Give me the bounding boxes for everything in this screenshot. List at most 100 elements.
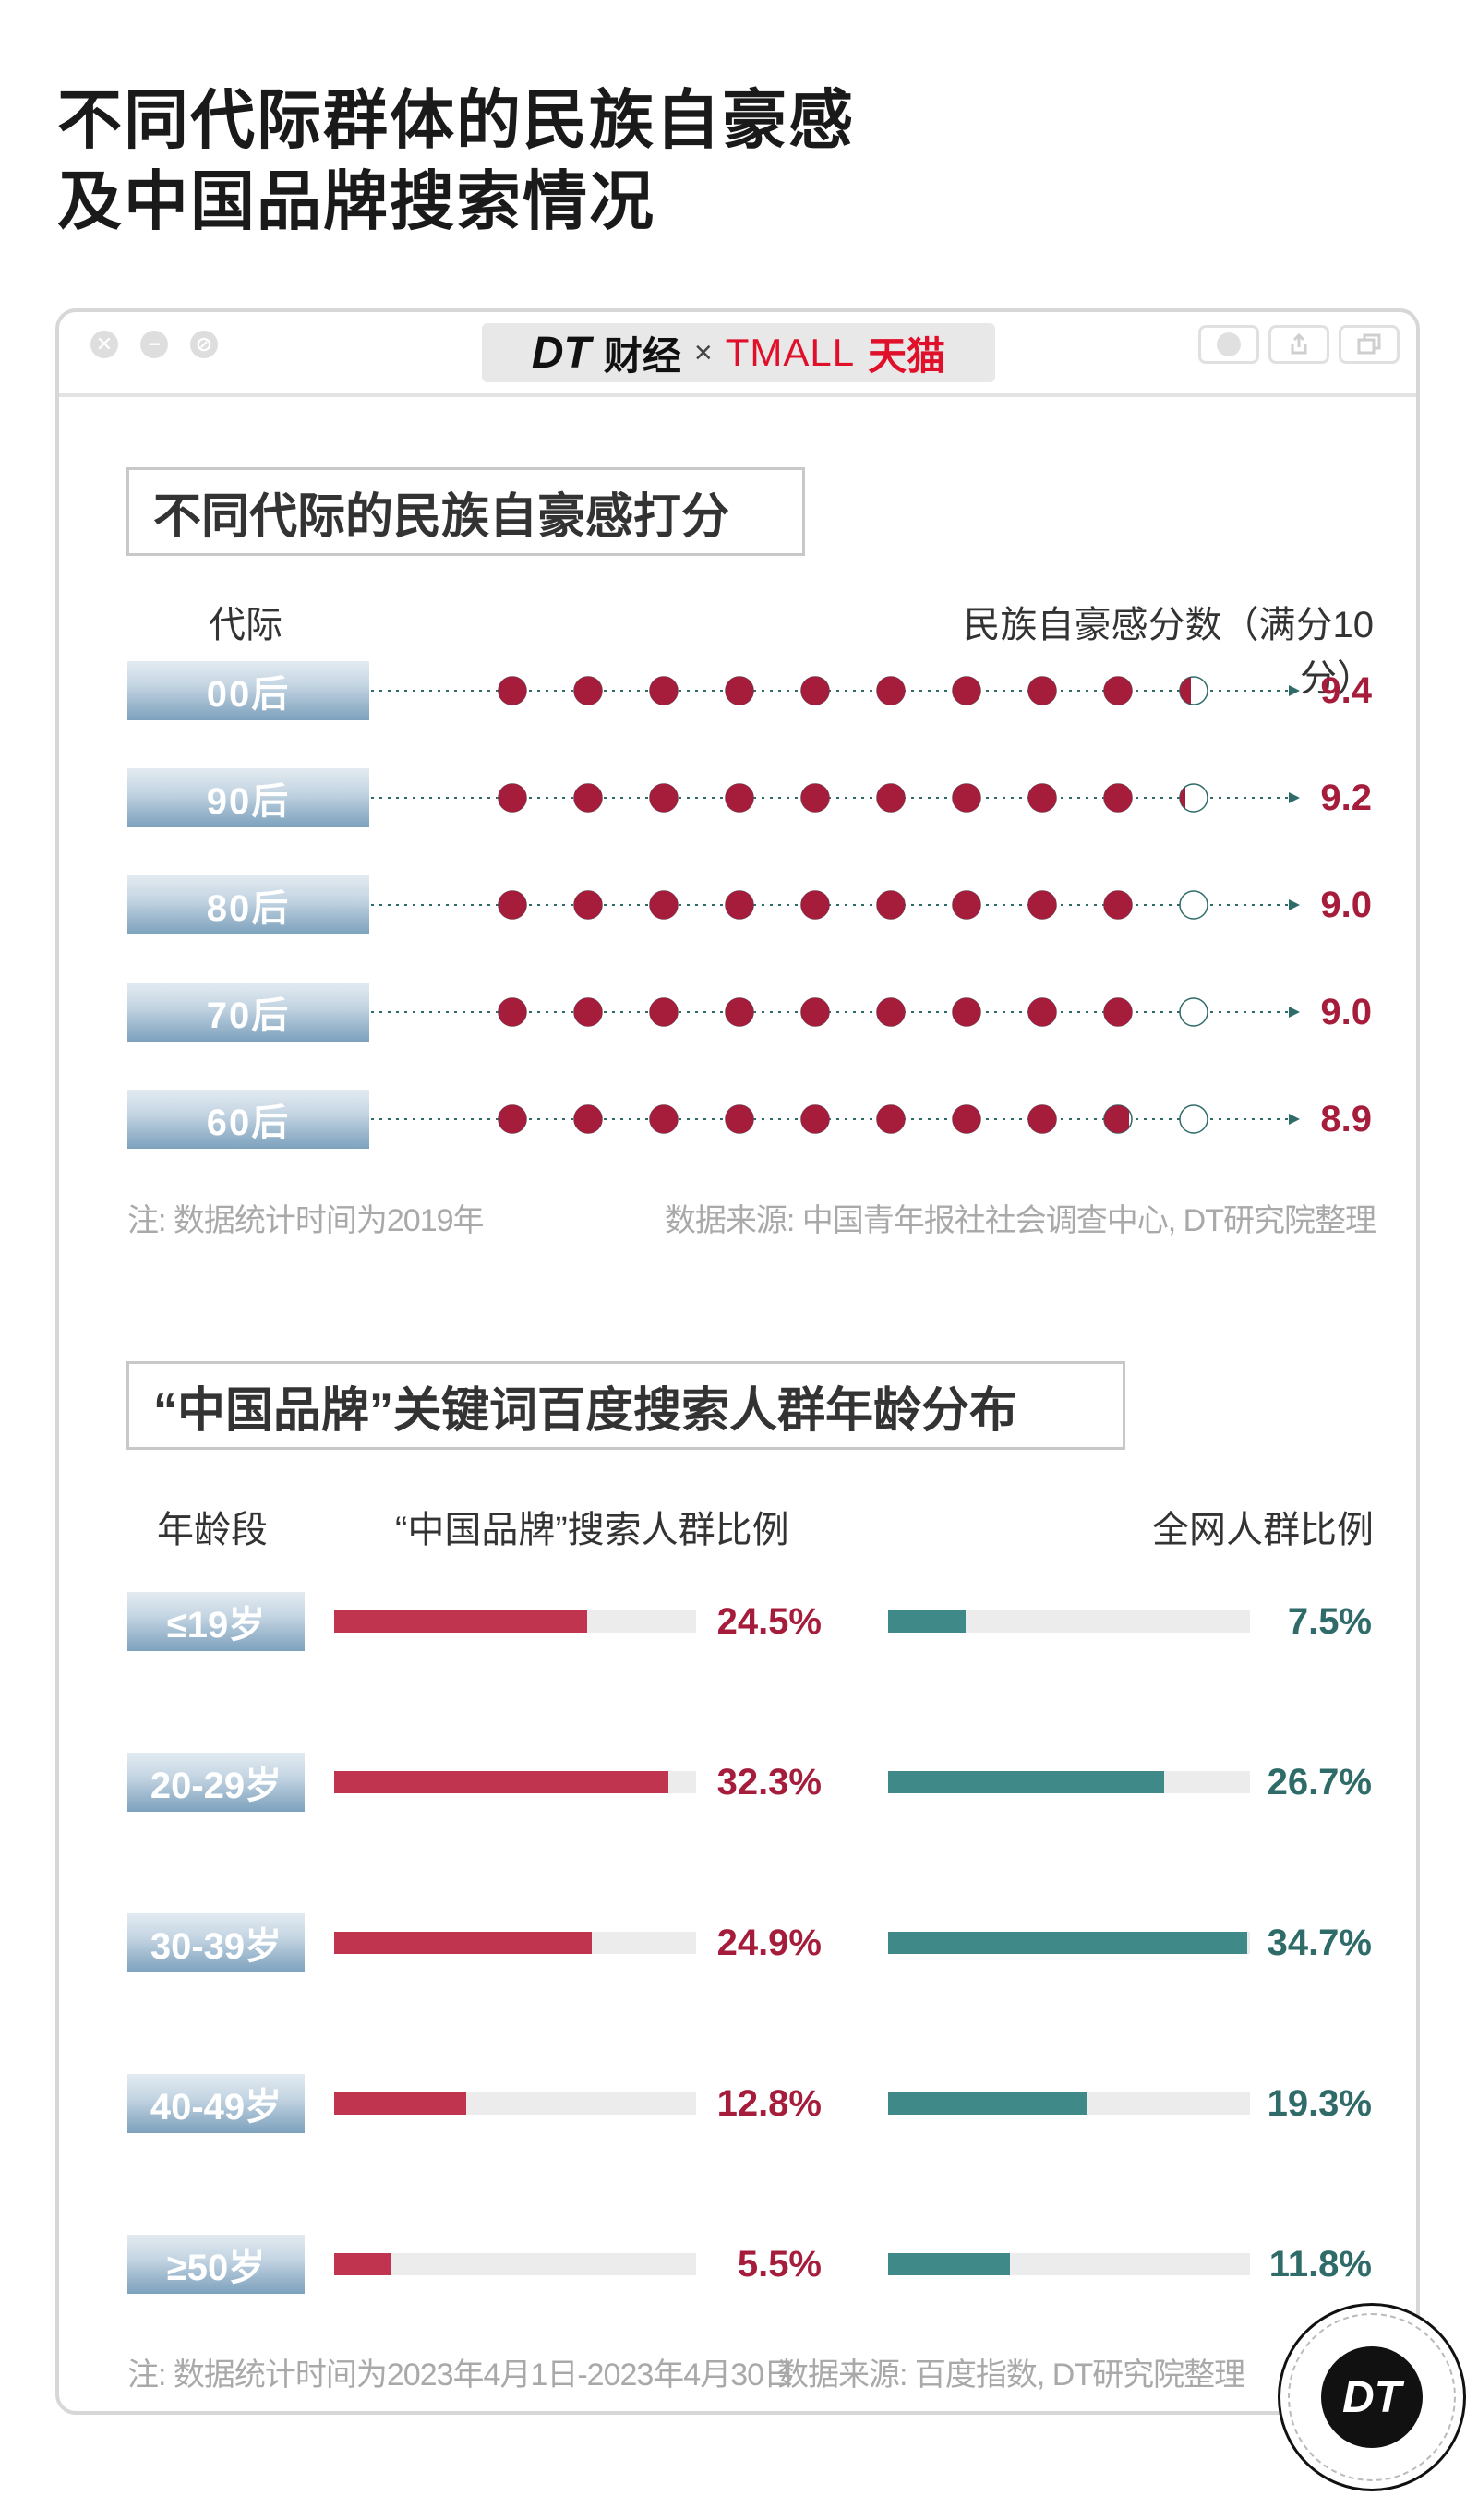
score-value: 9.2: [1320, 778, 1372, 818]
arrow-head: [1289, 792, 1300, 803]
page-title-line2: 及中国品牌搜索情况: [57, 165, 655, 237]
score-dot: [498, 676, 527, 705]
section2-col-search: “中国品牌”搜索人群比例: [395, 1510, 789, 1550]
all-bar: [888, 1771, 1165, 1793]
search-bar-track: [334, 2253, 696, 2275]
generation-label: 60后: [127, 1090, 369, 1149]
arrow-head: [1289, 685, 1300, 696]
score-dot: [649, 783, 679, 813]
record-icon: [1217, 332, 1241, 356]
score-dot: [573, 997, 603, 1027]
share-icon: [1291, 332, 1307, 355]
section2-col-age: 年龄段: [157, 1510, 268, 1550]
section1-col-generation: 代际: [209, 605, 282, 645]
score-value: 8.9: [1320, 1099, 1372, 1139]
score-dot: [498, 997, 527, 1027]
all-bar: [888, 1932, 1247, 1954]
search-pct-label: 24.5%: [716, 1601, 822, 1642]
page-title-line1: 不同代际群体的民族自豪感: [57, 84, 855, 156]
search-bar: [334, 1932, 592, 1954]
all-pct-label: 11.8%: [1268, 2244, 1372, 2285]
badge-ring: [1288, 2313, 1456, 2481]
score-dot-partial: [1104, 1105, 1129, 1133]
score-dot: [876, 890, 906, 920]
score-dot: [725, 676, 754, 705]
arrow-head: [1289, 1114, 1300, 1125]
score-dot: [1103, 783, 1133, 813]
section1-heading: 不同代际的民族自豪感打分: [126, 467, 805, 556]
score-dot: [952, 1104, 981, 1134]
score-dot: [952, 890, 981, 920]
all-pct-label: 19.3%: [1267, 2083, 1372, 2124]
score-dot: [800, 783, 830, 813]
section2-heading: “中国品牌”关键词百度搜索人群年龄分布: [126, 1361, 1125, 1450]
score-dot: [573, 1104, 603, 1134]
score-dot: [876, 783, 906, 813]
score-dot: [1027, 997, 1057, 1027]
score-dot: [1027, 1104, 1057, 1134]
age-label: 20-29岁: [127, 1753, 305, 1812]
score-dot: [649, 997, 679, 1027]
score-dot: [876, 997, 906, 1027]
score-dot: [952, 783, 981, 813]
score-value: 9.4: [1320, 670, 1372, 711]
score-dot: [876, 1104, 906, 1134]
minimize-icon[interactable]: −: [140, 331, 168, 358]
section1-source: 数据来源: 中国青年报社社会调查中心, DT研究院整理: [664, 1203, 1376, 1238]
all-pct-label: 26.7%: [1267, 1762, 1372, 1803]
score-dot: [573, 676, 603, 705]
score-dot-outline: [1179, 890, 1208, 920]
search-bar: [334, 1771, 668, 1793]
search-pct-label: 5.5%: [737, 2244, 822, 2285]
score-dot: [725, 783, 754, 813]
record-button[interactable]: [1198, 325, 1259, 364]
section2-source: 数据来源: 百度指数, DT研究院整理: [777, 2357, 1245, 2393]
score-dot: [725, 1104, 754, 1134]
age-label: ≥50岁: [127, 2235, 305, 2294]
score-dot: [952, 676, 981, 705]
search-bar: [334, 1610, 588, 1633]
search-pct-label: 32.3%: [716, 1762, 822, 1803]
brand-separator: ×: [693, 334, 713, 370]
dt-logo-cn: 财经: [603, 333, 681, 378]
score-dot: [800, 890, 830, 920]
block-icon[interactable]: ⊘: [190, 331, 218, 358]
score-dot: [952, 997, 981, 1027]
arrow-head: [1289, 1007, 1300, 1018]
all-pct-label: 7.5%: [1287, 1601, 1372, 1642]
score-dot: [1103, 676, 1133, 705]
score-dot: [1027, 890, 1057, 920]
share-button[interactable]: [1268, 325, 1329, 364]
all-bar: [888, 2253, 1011, 2275]
dt-badge: DT: [1278, 2303, 1466, 2491]
score-dot-partial: [1180, 677, 1191, 705]
all-bar: [888, 1610, 966, 1633]
score-dot: [498, 783, 527, 813]
age-label: 30-39岁: [127, 1913, 305, 1972]
copy-icon: [1357, 333, 1381, 355]
section2-col-all: 全网人群比例: [1152, 1510, 1374, 1550]
score-dot: [649, 676, 679, 705]
copy-button[interactable]: [1339, 325, 1400, 364]
generation-label: 70后: [127, 983, 369, 1042]
score-dot: [498, 1104, 527, 1134]
score-dot: [800, 1104, 830, 1134]
score-dot: [649, 1104, 679, 1134]
score-dot: [498, 890, 527, 920]
score-dot-outline: [1179, 1104, 1208, 1134]
dot-chart: [371, 676, 1300, 1134]
score-value: 9.0: [1320, 885, 1372, 925]
score-dot: [800, 676, 830, 705]
search-pct-label: 12.8%: [716, 2083, 822, 2124]
score-dot: [800, 997, 830, 1027]
titlebar-divider: [59, 393, 1416, 397]
all-bar: [888, 2092, 1088, 2115]
search-pct-label: 24.9%: [716, 1923, 822, 1963]
close-icon[interactable]: ✕: [90, 331, 118, 358]
generation-label: 90后: [127, 768, 369, 827]
section1-note: 注: 数据统计时间为2019年: [127, 1203, 485, 1238]
score-dot: [1027, 783, 1057, 813]
all-pct-label: 34.7%: [1267, 1923, 1372, 1963]
score-dot: [1103, 890, 1133, 920]
score-dot-partial: [1180, 784, 1185, 812]
